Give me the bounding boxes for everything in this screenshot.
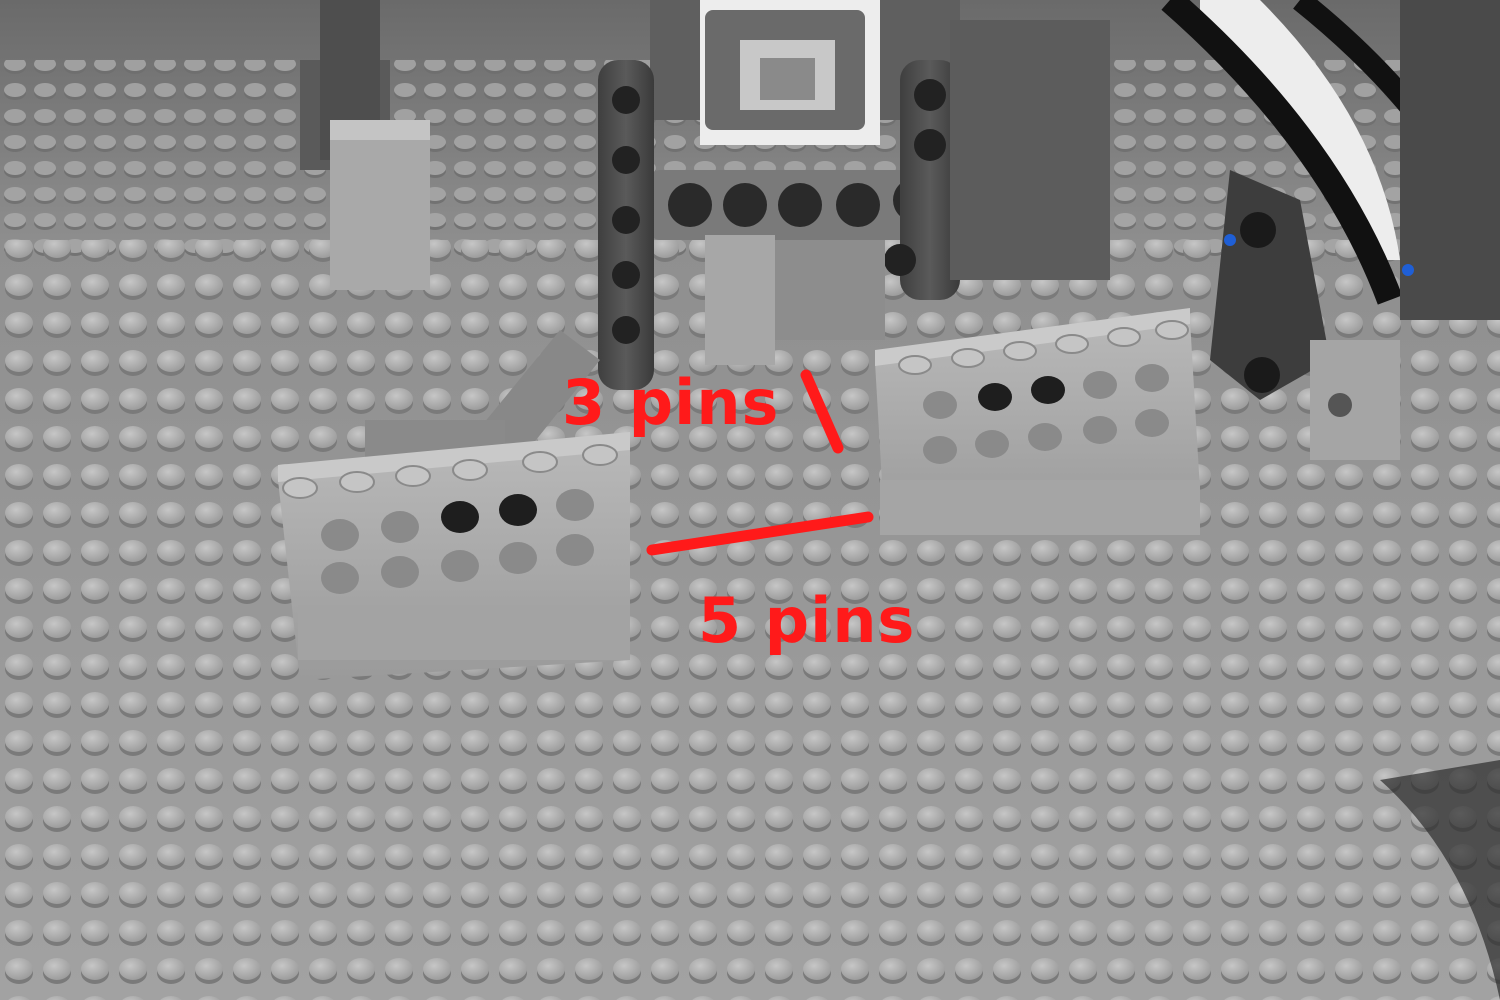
measure-line-3-pins	[800, 369, 844, 454]
label-3-pins: 3 pins	[562, 366, 780, 439]
nxt-assembly	[300, 0, 1500, 465]
label-5-pins: 5 pins	[698, 584, 916, 657]
technic-brick-left	[278, 432, 630, 680]
measure-lines	[646, 369, 874, 556]
technic-brick-right	[875, 308, 1200, 535]
measure-line-5-pins	[646, 511, 874, 556]
